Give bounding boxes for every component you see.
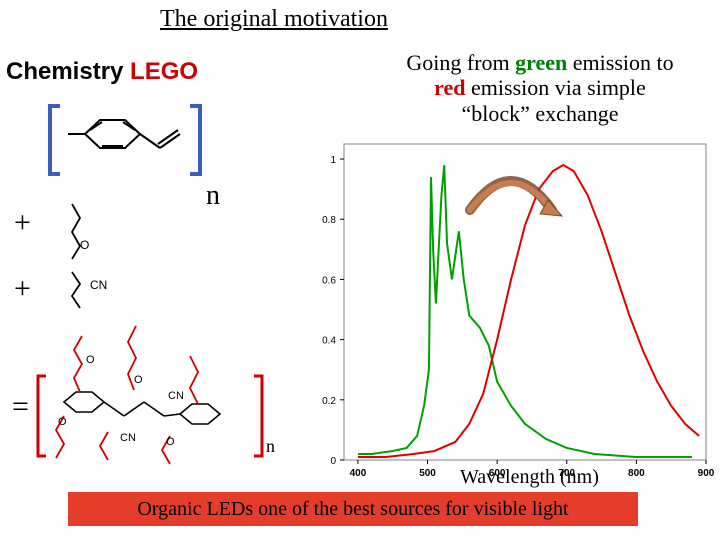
bottom-highlight-text: Organic LEDs one of the best sources for… xyxy=(137,498,568,521)
svg-text:0.2: 0.2 xyxy=(322,396,336,407)
svg-text:0: 0 xyxy=(330,456,336,467)
svg-text:800: 800 xyxy=(628,468,645,479)
svg-text:1: 1 xyxy=(330,155,336,166)
chart-xlabel: Wavelength (nm) xyxy=(460,466,599,489)
svg-text:400: 400 xyxy=(350,468,367,479)
svg-text:900: 900 xyxy=(698,468,715,479)
bottom-highlight-bar: Organic LEDs one of the best sources for… xyxy=(68,492,638,526)
svg-text:500: 500 xyxy=(419,468,436,479)
emission-spectrum-chart: 00.20.40.60.81400500600700800900 xyxy=(0,0,720,480)
svg-text:0.8: 0.8 xyxy=(322,215,336,226)
svg-text:0.6: 0.6 xyxy=(322,275,336,286)
svg-text:0.4: 0.4 xyxy=(322,336,336,347)
